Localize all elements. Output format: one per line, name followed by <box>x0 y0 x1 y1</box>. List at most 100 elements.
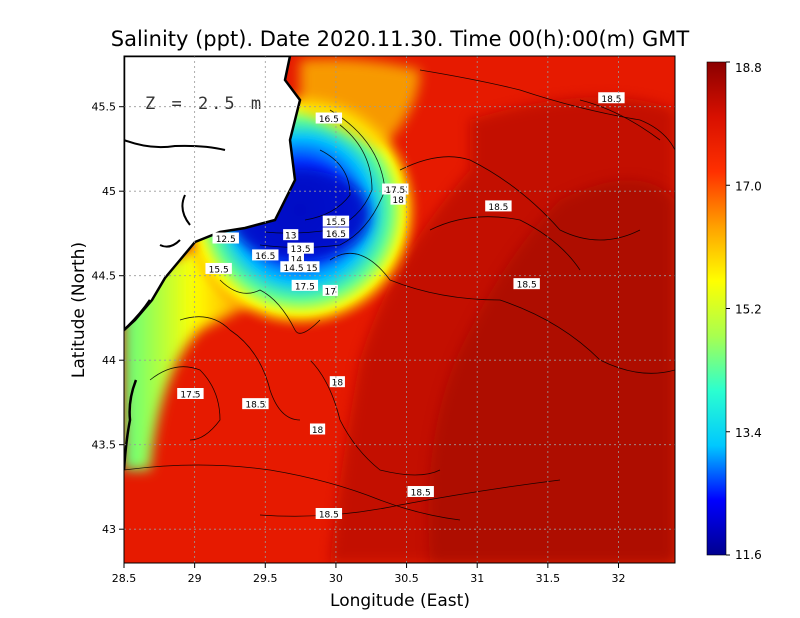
contour-label-text: 15 <box>306 264 317 274</box>
colorbar-ticks: 11.6 13.4 15.2 17.0 18.8 <box>726 61 762 562</box>
contour-label-text: 17.5 <box>295 282 315 292</box>
deep-red-core <box>428 180 675 563</box>
contour-label-text: 17.5 <box>180 391 200 401</box>
contour-label: 14.5 <box>280 261 307 274</box>
y-tick-label: 43 <box>102 523 116 536</box>
contour-label-text: 12.5 <box>216 235 236 245</box>
colorbar-tick-label: 13.4 <box>735 426 762 440</box>
contour-label-text: 16.5 <box>319 115 339 125</box>
x-tick-label: 31 <box>470 572 484 585</box>
contour-label-box <box>382 183 409 195</box>
y-tick-label: 45 <box>102 185 116 198</box>
contour-label-text: 18.5 <box>245 401 265 411</box>
x-tick-label: 31.5 <box>536 572 561 585</box>
y-tick-label: 44 <box>102 354 116 367</box>
contour-label-box <box>309 423 326 435</box>
plot-frame <box>123 55 676 564</box>
y-axis-label: Latitude (North) <box>69 242 89 378</box>
contour-label-text: 15.5 <box>209 265 229 275</box>
x-axis-label: Longitude (East) <box>330 591 470 611</box>
contour-label-box <box>288 252 304 264</box>
contour-label-box <box>291 279 319 291</box>
contour-label: 18 <box>329 376 345 389</box>
contour-label: 16.5 <box>315 112 343 125</box>
coastline-south <box>124 299 152 471</box>
x-axis-ticks: 28.5 29 29.5 30 30.5 31 31.5 32 <box>112 563 625 585</box>
contour-label-box <box>177 388 204 399</box>
contour-label-box <box>287 242 314 254</box>
contour-label: 18.5 <box>513 278 540 291</box>
contour-label-text: 18.5 <box>601 95 621 105</box>
grid <box>124 56 675 563</box>
contour-label: 18 <box>390 193 406 206</box>
contour-label: 13.5 <box>287 242 314 255</box>
contour-label-box <box>598 92 625 104</box>
y-axis-ticks: 43 43.5 44 44.5 45 45.5 <box>92 101 124 536</box>
contour-label-box <box>252 249 279 261</box>
y-tick-label: 43.5 <box>92 439 117 452</box>
depth-label: Z = 2.5 m <box>145 94 264 114</box>
contour-label-text: 17 <box>325 287 336 297</box>
northern-plume <box>300 58 420 150</box>
contour-label: 12.5 <box>212 232 239 245</box>
contour-label: 18.5 <box>315 507 343 520</box>
contour-label-box <box>322 284 338 296</box>
x-tick-label: 30 <box>329 572 343 585</box>
x-tick-label: 32 <box>611 572 625 585</box>
contour-label: 14 <box>288 252 304 265</box>
colorbar-tick-label: 11.6 <box>735 548 762 562</box>
colorbar <box>706 61 727 556</box>
contour-label-box <box>205 262 232 274</box>
contour-label-box <box>485 200 512 212</box>
contour-label-text: 18.5 <box>488 203 508 213</box>
chart-title: Salinity (ppt). Date 2020.11.30. Time 00… <box>111 27 690 51</box>
contour-label-text: 18 <box>332 379 344 389</box>
lake-outline <box>124 139 226 248</box>
contour-label-box <box>329 376 345 388</box>
contour-label: 18.5 <box>242 398 269 411</box>
contour-label: 18.5 <box>407 486 434 499</box>
x-tick-label: 29 <box>188 572 202 585</box>
x-tick-label: 28.5 <box>112 572 137 585</box>
x-tick-label: 29.5 <box>253 572 278 585</box>
contour-label-text: 18.5 <box>411 489 431 499</box>
contour-label-box <box>283 229 299 241</box>
contour-label-text: 18.5 <box>517 281 537 291</box>
contour-label: 17.5 <box>177 388 204 401</box>
colorbar-tick-label: 18.8 <box>735 61 762 75</box>
contour-label: 17 <box>322 284 338 297</box>
contour-label-box <box>407 486 434 498</box>
contour-label-text: 18 <box>312 426 324 436</box>
contour-label-box <box>242 398 269 410</box>
contour-label-box <box>280 261 307 273</box>
y-tick-label: 45.5 <box>92 101 117 114</box>
contour-label: 17.5 <box>291 279 319 292</box>
contour-label: 18.5 <box>485 200 512 213</box>
contour-label: 18 <box>309 423 326 436</box>
contour-label-box <box>390 193 406 205</box>
contour-label-text: 13.5 <box>291 245 311 255</box>
contour-label-text: 13 <box>285 232 296 242</box>
contour-label-box <box>315 507 343 519</box>
contour-label-box <box>315 112 343 124</box>
x-tick-label: 30.5 <box>394 572 419 585</box>
contour-lines <box>124 69 675 521</box>
contour-label-text: 14.5 <box>284 264 304 274</box>
contour-label: 13 <box>283 229 299 242</box>
contour-label-text: 18 <box>392 196 404 206</box>
contour-label-text: 14 <box>291 255 303 265</box>
contour-label: 15.5 <box>205 262 232 275</box>
contour-label-text: 16.5 <box>326 230 346 240</box>
contour-label-box <box>212 232 239 244</box>
contour-label-text: 15.5 <box>326 218 346 228</box>
contour-label: 16.5 <box>322 227 350 240</box>
contour-label-box <box>304 261 320 273</box>
contour-label-box <box>513 278 540 290</box>
contour-label: 18.5 <box>598 92 625 105</box>
contour-label: 15 <box>304 261 320 274</box>
y-tick-label: 44.5 <box>92 270 117 283</box>
colorbar-tick-label: 15.2 <box>735 303 762 317</box>
contour-label-text: 18.5 <box>319 510 339 520</box>
